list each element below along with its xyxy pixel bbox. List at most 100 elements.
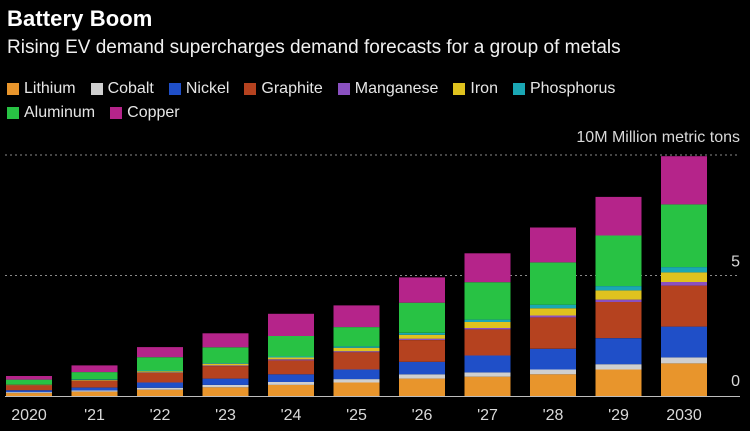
- legend-swatch: [337, 83, 350, 95]
- bar-lithium-29: [595, 369, 642, 396]
- bar-phosphorus-2030: [661, 267, 707, 273]
- x-tick-label: 2020: [11, 407, 47, 424]
- x-tick-label: '24: [281, 407, 302, 424]
- bar-copper-2030: [661, 156, 707, 205]
- bar-copper-29: [595, 196, 642, 236]
- legend-swatch: [512, 83, 525, 95]
- bar-iron-29: [595, 290, 642, 300]
- bar-lithium-21: [71, 391, 118, 396]
- chart-subtitle: Rising EV demand supercharges demand for…: [7, 37, 621, 58]
- bar-phosphorus-25: [333, 346, 380, 348]
- bar-copper-28: [530, 227, 576, 263]
- bar-graphite-22: [137, 372, 183, 383]
- bar-aluminum-25: [333, 327, 380, 347]
- bar-cobalt-25: [333, 379, 380, 383]
- bar-nickel-25: [333, 369, 380, 380]
- legend-label: Phosphorus: [529, 80, 616, 97]
- bar-aluminum-27: [464, 282, 511, 320]
- legend-label: Aluminum: [24, 104, 96, 121]
- bar-aluminum-28: [530, 262, 576, 305]
- bar-lithium-2020: [6, 393, 52, 396]
- x-tick-label: '28: [543, 407, 564, 424]
- bar-cobalt-22: [137, 387, 183, 390]
- bar-phosphorus-28: [530, 304, 576, 309]
- bar-copper-24: [268, 313, 314, 336]
- bar-manganese-22: [137, 372, 183, 373]
- bar-phosphorus-22: [137, 370, 183, 372]
- bar-phosphorus-27: [464, 319, 511, 322]
- legend-item-copper: Copper: [110, 102, 180, 124]
- legend-item-iron: Iron: [453, 78, 498, 100]
- bar-nickel-28: [530, 348, 576, 370]
- bar-graphite-27: [464, 329, 511, 356]
- bar-cobalt-23: [202, 384, 249, 388]
- x-tick-label: '25: [346, 407, 367, 424]
- bar-copper-2020: [6, 376, 52, 380]
- bar-graphite-21: [71, 380, 118, 388]
- legend-label: Cobalt: [107, 80, 154, 97]
- bar-lithium-26: [399, 378, 445, 396]
- bar-manganese-25: [333, 351, 380, 353]
- legend-swatch: [453, 83, 466, 95]
- bar-iron-23: [202, 363, 249, 366]
- bar-cobalt-29: [595, 364, 642, 370]
- x-tick-label: '29: [608, 407, 629, 424]
- bar-manganese-23: [202, 365, 249, 367]
- bar-copper-27: [464, 253, 511, 283]
- x-tick-label: '27: [477, 407, 498, 424]
- bar-manganese-26: [399, 338, 445, 340]
- bar-copper-23: [202, 333, 249, 348]
- bar-nickel-2030: [661, 326, 707, 358]
- bar-lithium-22: [137, 389, 183, 396]
- bar-nickel-26: [399, 361, 445, 375]
- bar-aluminum-24: [268, 336, 314, 357]
- legend-item-nickel: Nickel: [168, 78, 229, 100]
- bar-aluminum-23: [202, 347, 249, 363]
- bar-copper-26: [399, 277, 445, 303]
- legend-item-manganese: Manganese: [337, 78, 439, 100]
- bar-iron-2030: [661, 272, 707, 282]
- bar-aluminum-29: [595, 235, 642, 287]
- y-tick-label: 5: [731, 254, 740, 271]
- legend-label: Manganese: [354, 80, 439, 97]
- legend-swatch: [90, 83, 103, 95]
- bar-phosphorus-23: [202, 363, 249, 364]
- chart-title: Battery Boom: [7, 6, 153, 31]
- x-tick-label: '26: [412, 407, 433, 424]
- legend-item-lithium: Lithium: [7, 78, 76, 100]
- bar-copper-22: [137, 347, 183, 358]
- bar-iron-27: [464, 322, 511, 328]
- legend-swatch: [7, 83, 19, 95]
- bar-nickel-27: [464, 355, 511, 373]
- bar-iron-28: [530, 308, 576, 316]
- bar-iron-21: [71, 379, 118, 381]
- bar-manganese-2030: [661, 282, 707, 286]
- bar-copper-25: [333, 305, 380, 328]
- legend-label: Iron: [470, 80, 498, 97]
- x-tick-label: '21: [84, 407, 105, 424]
- bar-lithium-27: [464, 376, 511, 396]
- bar-graphite-23: [202, 366, 249, 379]
- bar-nickel-21: [71, 387, 118, 391]
- bar-iron-22: [137, 371, 183, 373]
- legend-swatch: [244, 83, 257, 95]
- bar-iron-25: [333, 347, 380, 352]
- bar-cobalt-28: [530, 369, 576, 375]
- bar-lithium-28: [530, 374, 576, 396]
- x-tick-label: '23: [215, 407, 236, 424]
- bar-cobalt-26: [399, 374, 445, 379]
- legend-item-aluminum: Aluminum: [7, 102, 95, 124]
- bar-lithium-2030: [661, 363, 707, 396]
- y-tick-label: 0: [731, 373, 740, 390]
- bar-manganese-24: [268, 359, 314, 361]
- legend-label: Graphite: [261, 80, 323, 97]
- bar-iron-2020: [6, 384, 52, 386]
- bar-graphite-26: [399, 340, 445, 362]
- bar-nickel-24: [268, 374, 314, 382]
- bar-lithium-23: [202, 387, 249, 396]
- bar-phosphorus-24: [268, 356, 314, 358]
- legend: Lithium Cobalt Nickel Graphite Manganese Iron…: [7, 78, 707, 126]
- bar-graphite-2020: [6, 385, 52, 391]
- bar-cobalt-2030: [661, 357, 707, 364]
- bar-aluminum-26: [399, 302, 445, 333]
